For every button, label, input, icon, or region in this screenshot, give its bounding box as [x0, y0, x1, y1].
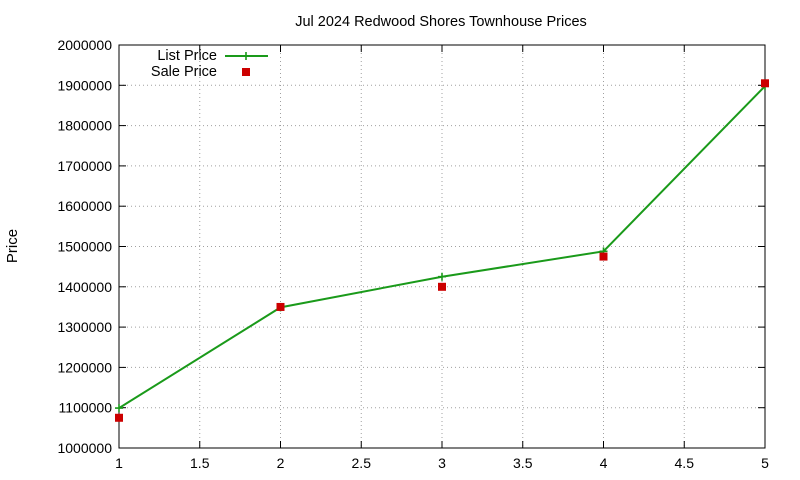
- x-tick-label: 4.5: [675, 455, 695, 471]
- y-tick-label: 1400000: [57, 279, 112, 295]
- y-tick-label: 1500000: [57, 239, 112, 255]
- x-tick-label: 5: [761, 455, 769, 471]
- chart-title: Jul 2024 Redwood Shores Townhouse Prices: [295, 14, 587, 30]
- legend-marker-list-price: [242, 52, 250, 60]
- y-axis-label: Price: [4, 229, 21, 263]
- y-tick-label: 1700000: [57, 158, 112, 174]
- y-tick-label: 1100000: [59, 400, 113, 416]
- plot-frame: [118, 44, 766, 449]
- grid-lines: [119, 45, 765, 448]
- sale-price-point: [761, 79, 769, 88]
- y-tick-label: 1600000: [57, 198, 112, 214]
- x-tick-label: 4: [600, 455, 608, 471]
- series-layer: [115, 79, 769, 422]
- sale-price-point: [599, 252, 608, 261]
- y-tick-label: 1000000: [57, 440, 112, 456]
- legend-label-sale-price: Sale Price: [151, 64, 217, 80]
- sale-price-point: [115, 413, 123, 422]
- x-tick-label: 1: [115, 455, 123, 471]
- series-line-list-price: [118, 85, 766, 409]
- y-tick-label: 1300000: [57, 319, 112, 335]
- legend: List Price Sale Price: [151, 48, 268, 80]
- sale-price-point: [438, 282, 446, 291]
- y-tick-label: 2000000: [57, 37, 112, 53]
- y-tick-label: 1200000: [57, 359, 112, 375]
- list-price-point: [115, 404, 123, 413]
- sale-price-point: [276, 302, 285, 311]
- x-tick-label: 3.5: [513, 455, 533, 471]
- legend-entry-list-price: List Price: [157, 48, 268, 64]
- legend-label-list-price: List Price: [157, 48, 217, 64]
- x-tick-label: 2: [277, 455, 285, 471]
- x-tick-label: 3: [438, 455, 446, 471]
- legend-marker-sale-price: [242, 68, 250, 76]
- axis-ticks: 1000000 1100000 1200000 1300000 1400000 15000…: [57, 37, 769, 471]
- x-tick-label: 1.5: [190, 455, 210, 471]
- x-tick-label: 2.5: [352, 455, 372, 471]
- y-tick-label: 1800000: [57, 118, 112, 134]
- legend-entry-sale-price: Sale Price: [151, 64, 250, 80]
- y-tick-label: 1900000: [57, 77, 112, 93]
- list-price-point: [438, 272, 446, 281]
